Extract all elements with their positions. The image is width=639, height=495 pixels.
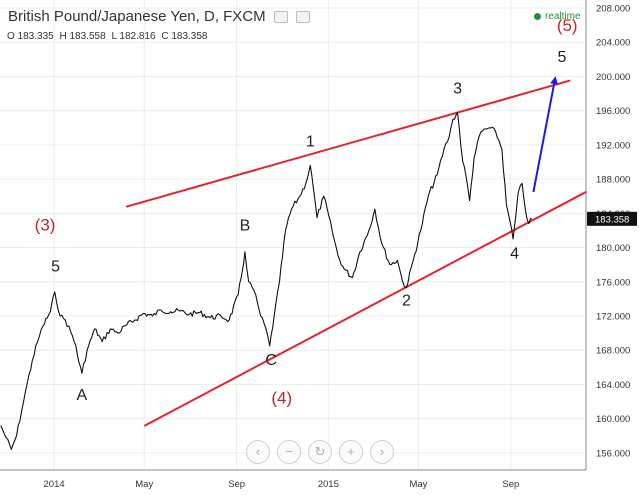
arrow-layer xyxy=(532,76,558,193)
wave-label: 3 xyxy=(453,81,462,98)
camera-icon[interactable] xyxy=(273,11,288,24)
scroll-left-button[interactable]: ‹ xyxy=(246,440,270,464)
wave-label: B xyxy=(240,217,251,234)
scroll-right-button[interactable]: › xyxy=(370,440,394,464)
close-value: C 183.358 xyxy=(161,31,208,42)
zoom-in-button[interactable]: + xyxy=(339,440,363,464)
high-value: H 183.558 xyxy=(59,31,106,42)
y-tick-label: 188.000 xyxy=(596,175,630,186)
grid-layer xyxy=(0,0,586,470)
ohlc-readout: O 183.335 H 183.558 L 182.816 C 183.358 xyxy=(7,31,211,42)
y-tick-label: 192.000 xyxy=(596,140,630,151)
y-tick-label: 156.000 xyxy=(596,448,630,459)
y-tick-label: 180.000 xyxy=(596,243,630,254)
wave-label: 2 xyxy=(402,293,411,310)
x-tick-label: May xyxy=(135,479,153,490)
chart-title: British Pound/Japanese Yen, D, FXCM xyxy=(8,8,310,25)
wave-label: 1 xyxy=(306,134,315,151)
open-value: O 183.335 xyxy=(7,31,54,42)
realtime-dot-icon xyxy=(534,12,541,20)
y-tick-label: 196.000 xyxy=(596,106,630,117)
x-tick-label: Sep xyxy=(228,479,245,490)
wave-label: (3) xyxy=(35,215,56,234)
projection-arrow xyxy=(532,76,558,193)
reset-button[interactable]: ↻ xyxy=(308,440,332,464)
price-layer xyxy=(0,111,532,451)
price-line xyxy=(0,111,532,451)
channel-line xyxy=(125,79,571,208)
wave-label: A xyxy=(77,387,88,404)
y-tick-label: 176.000 xyxy=(596,277,630,288)
x-tick-label: May xyxy=(409,479,427,490)
realtime-indicator: realtime xyxy=(534,11,581,22)
y-tick-label: 208.000 xyxy=(596,4,630,15)
chart-title-text: British Pound/Japanese Yen, D, FXCM xyxy=(8,8,266,25)
y-tick-label: 200.000 xyxy=(596,72,630,83)
y-tick-label: 160.000 xyxy=(596,414,630,425)
wave-label: (4) xyxy=(271,388,292,407)
y-tick-label: 204.000 xyxy=(596,38,630,49)
realtime-label: realtime xyxy=(545,11,581,22)
wave-label: 5 xyxy=(558,49,567,66)
low-value: L 182.816 xyxy=(111,31,156,42)
wave-label: (5) xyxy=(557,16,578,35)
y-tick-label: 172.000 xyxy=(596,312,630,323)
y-tick-label: 164.000 xyxy=(596,380,630,391)
wave-label: 5 xyxy=(51,259,60,276)
y-tick-label: 168.000 xyxy=(596,346,630,357)
x-tick-label: Sep xyxy=(502,479,519,490)
channel-layer xyxy=(125,79,587,427)
wave-label: 4 xyxy=(510,246,519,263)
last-price-label: 183.358 xyxy=(595,214,629,225)
settings-icon[interactable] xyxy=(296,11,310,24)
zoom-out-button[interactable]: − xyxy=(277,440,301,464)
wave-label: C xyxy=(265,352,277,369)
annotation-layer: (3) 5 A B C (4) 1 2 3 4 (5) 5 xyxy=(35,16,578,407)
last-price-badge xyxy=(587,211,637,226)
x-tick-label: 2015 xyxy=(318,479,339,490)
channel-line xyxy=(143,190,587,427)
x-tick-label: 2014 xyxy=(44,479,65,490)
